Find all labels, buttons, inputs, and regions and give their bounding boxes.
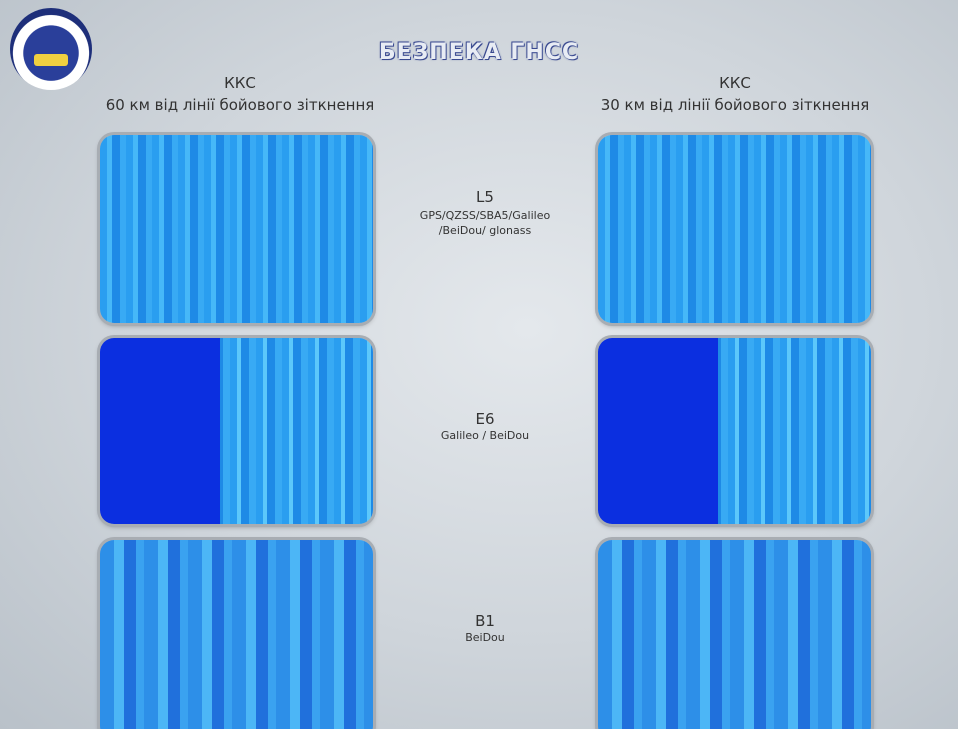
column-header: ККС 60 км від лінії бойового зіткнення — [70, 72, 410, 116]
column-label: ККС — [224, 74, 256, 92]
spectrogram — [598, 338, 871, 524]
logo — [10, 8, 92, 90]
band-label: L5 GPS/QZSS/SBA5/Galileo /BeiDou/ glonas… — [390, 188, 580, 238]
band-name: L5 — [476, 188, 494, 206]
spectrogram — [598, 135, 871, 323]
band-systems: GPS/QZSS/SBA5/Galileo /BeiDou/ glonass — [419, 209, 551, 237]
spectrogram — [100, 540, 373, 729]
spectrogram — [100, 135, 373, 323]
spectrogram — [598, 540, 871, 729]
band-name: E6 — [475, 410, 495, 428]
column-label: ККС — [719, 74, 751, 92]
band-name: B1 — [475, 612, 495, 630]
band-systems: BeiDou — [465, 631, 505, 644]
spectrogram — [100, 338, 373, 524]
column-subtitle: 60 км від лінії бойового зіткнення — [105, 96, 375, 114]
column-subtitle: 30 км від лінії бойового зіткнення — [600, 96, 870, 114]
band-label: B1 BeiDou — [390, 612, 580, 645]
title: БЕЗПЕКА ГНСС — [378, 40, 580, 65]
band-systems: Galileo / BeiDou — [440, 429, 530, 442]
column-header: ККС 30 км від лінії бойового зіткнення — [565, 72, 905, 116]
band-label: E6 Galileo / BeiDou — [390, 410, 580, 443]
